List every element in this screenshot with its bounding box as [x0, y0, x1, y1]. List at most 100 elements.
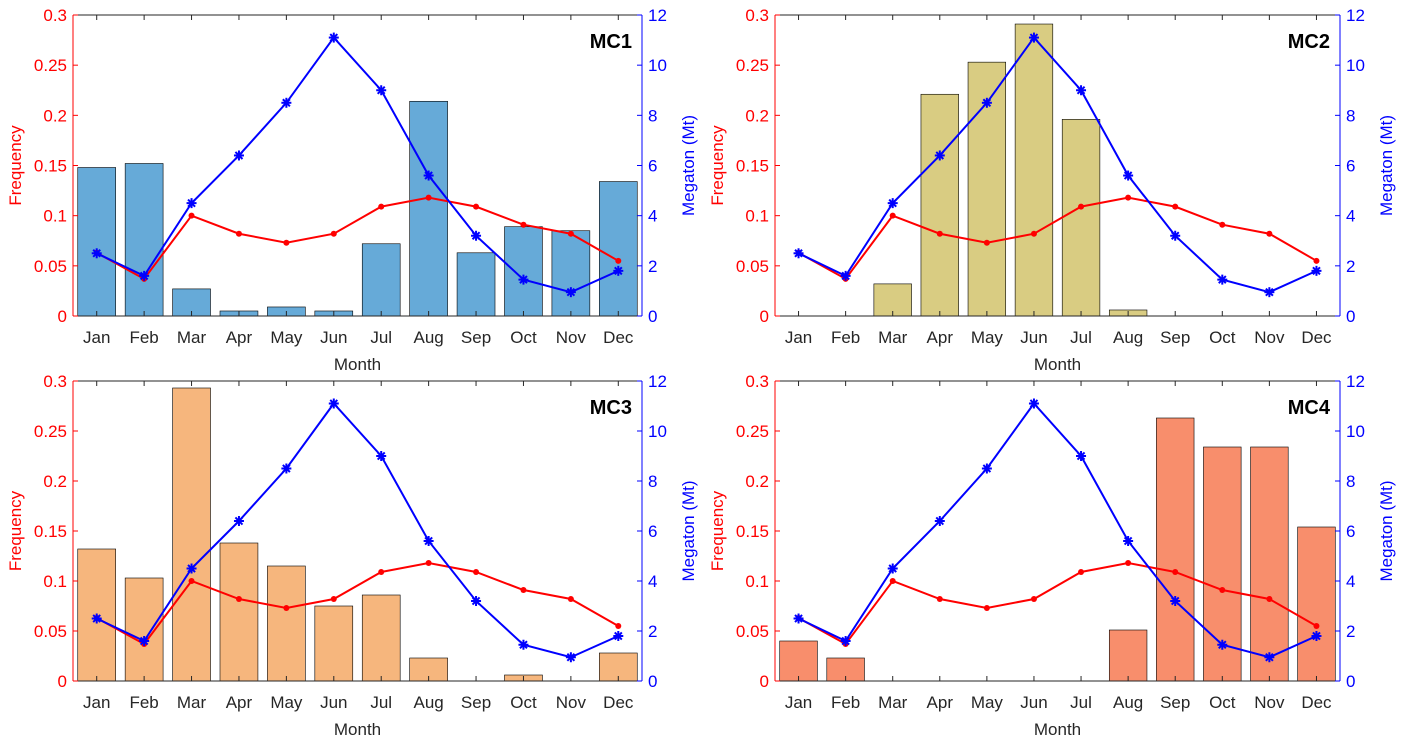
y-tick-label-right: 6 [648, 522, 657, 541]
frequency-point [520, 221, 527, 228]
x-tick-label: May [971, 693, 1004, 712]
x-tick-label: Dec [603, 693, 634, 712]
megaton-point [934, 150, 945, 161]
panel-mc3: Jan Feb Mar Apr May Jun Jul Aug Sep Oct Nov Dec 0 0.0… [6, 372, 698, 739]
panel-mc1: Jan Feb Mar Apr May Jun Jul Aug Sep Oct Nov Dec 0 0.0… [6, 6, 698, 374]
y-tick-label-left: 0.15 [34, 157, 67, 176]
megaton-point-stroke [794, 249, 803, 258]
x-tick-label: Aug [414, 693, 444, 712]
megaton-line [96, 35, 619, 294]
y-tick-label-left: 0.1 [745, 207, 769, 226]
megaton-point-stroke [888, 564, 897, 573]
y-tick-label-left: 0.2 [43, 472, 67, 491]
megaton-point [1076, 451, 1087, 461]
megaton-point-stroke [614, 631, 623, 641]
megaton-point [887, 563, 898, 574]
megaton-line [798, 35, 1317, 294]
y-tick-label-left: 0 [58, 307, 67, 326]
x-tick-label: Apr [927, 693, 954, 712]
megaton-point-stroke [1265, 287, 1274, 297]
megaton-point [376, 85, 387, 96]
y-tick-label-right: 4 [648, 207, 657, 226]
y-axis-label-right: Megaton (Mt) [679, 115, 698, 216]
megaton-point-stroke [1029, 33, 1039, 42]
x-tick-label: Jun [320, 328, 347, 347]
megaton-point [1170, 596, 1181, 606]
panel-label: MC4 [1288, 397, 1331, 419]
bar-mar [172, 387, 211, 682]
frequency-point [936, 230, 943, 237]
y-tick-label-right: 8 [1346, 472, 1355, 491]
x-tick-label: Feb [129, 328, 158, 347]
y-tick-label-right: 12 [1346, 6, 1365, 25]
x-tick-label: Apr [927, 328, 954, 347]
y-tick-label-left: 0.15 [736, 157, 769, 176]
x-tick-label: Dec [1301, 328, 1332, 347]
frequency-point [936, 596, 943, 602]
megaton-point-stroke [841, 636, 850, 646]
megaton-line [798, 401, 1317, 659]
y-tick-label-right: 6 [1346, 522, 1355, 541]
y-tick-label-right: 2 [1346, 622, 1355, 641]
y-axis-label-left: Frequency [708, 125, 727, 206]
y-tick-label-left: 0.1 [43, 572, 67, 591]
bar-feb [124, 163, 164, 317]
x-tick-label: Nov [556, 328, 587, 347]
megaton-point-stroke [234, 151, 244, 160]
x-tick-label: Oct [1209, 693, 1236, 712]
y-axis-label-right: Megaton (Mt) [1377, 480, 1396, 581]
y-axis-label-left: Frequency [6, 490, 25, 571]
y-tick-label-right: 12 [648, 372, 667, 391]
megaton-point [1264, 652, 1275, 663]
x-tick-label: Feb [831, 693, 860, 712]
megaton-point [328, 32, 339, 43]
bar-jul [1061, 119, 1101, 317]
megaton-point-stroke [1123, 536, 1133, 546]
frequency-point [283, 239, 290, 246]
megaton-line [96, 401, 619, 659]
y-tick-label-left: 0.05 [736, 622, 769, 641]
megaton-point [1217, 639, 1228, 650]
frequency-line [798, 561, 1317, 646]
megaton-point [1264, 287, 1275, 298]
panel-mc2: Jan Feb Mar Apr May Jun Jul Aug Sep Oct Nov Dec 0 0.0… [708, 6, 1396, 374]
megaton-point-stroke [424, 171, 433, 180]
megaton-point-stroke [982, 464, 992, 473]
frequency-point [473, 569, 480, 575]
frequency-point [1266, 596, 1273, 602]
frequency-point [1313, 257, 1320, 264]
bar-may [267, 565, 306, 682]
x-tick-label: Jan [83, 328, 110, 347]
y-tick-label-left: 0.1 [43, 207, 67, 226]
megaton-point-stroke [888, 198, 897, 208]
x-tick-label: Aug [1113, 693, 1143, 712]
bar-jul [361, 243, 401, 317]
frequency-point [983, 605, 990, 611]
megaton-point [613, 265, 624, 276]
x-tick-label: Jul [370, 693, 392, 712]
x-axis-label: Month [1034, 720, 1081, 739]
x-tick-label: Oct [510, 693, 537, 712]
x-tick-label: Sep [461, 693, 491, 712]
megaton-point [423, 170, 434, 181]
x-tick-label: May [270, 693, 303, 712]
megaton-point-stroke [92, 249, 101, 258]
x-tick-label: Nov [556, 693, 587, 712]
y-tick-label-right: 4 [1346, 207, 1355, 226]
y-tick-label-left: 0.3 [43, 6, 67, 25]
x-tick-label: Jun [1020, 328, 1047, 347]
panel-label: MC1 [590, 31, 632, 53]
x-tick-label: Feb [831, 328, 860, 347]
y-tick-label-left: 0.1 [745, 572, 769, 591]
megaton-point-stroke [1170, 596, 1180, 606]
megaton-point-stroke [234, 516, 244, 526]
megaton-point [1170, 230, 1181, 241]
y-axis-label-left: Frequency [708, 490, 727, 571]
y-tick-label-left: 0.25 [736, 56, 769, 75]
megaton-point [91, 613, 102, 624]
y-tick-label-left: 0.15 [736, 522, 769, 541]
megaton-point-stroke [519, 640, 528, 649]
megaton-point-stroke [794, 614, 803, 623]
bar-aug [1108, 629, 1148, 682]
frequency-point [378, 569, 385, 575]
